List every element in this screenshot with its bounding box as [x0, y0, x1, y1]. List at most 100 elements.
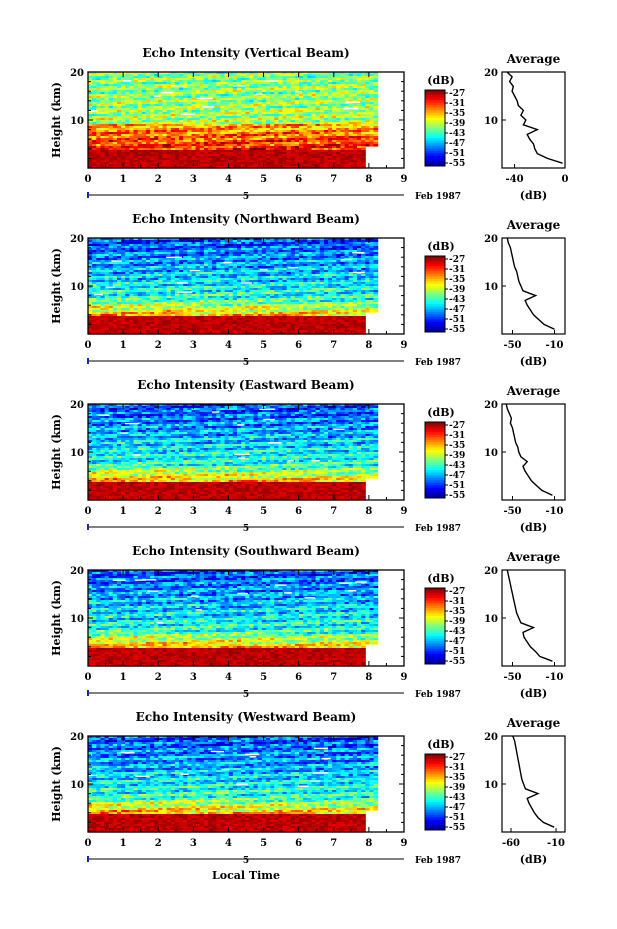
heatmap-cell — [253, 142, 259, 145]
heatmap-cell — [282, 128, 288, 131]
heatmap-cell — [216, 96, 221, 99]
heatmap-cell — [179, 88, 184, 91]
heatmap-cell — [315, 104, 321, 107]
heatmap-cell — [145, 112, 151, 115]
heatmap-cell — [286, 80, 292, 83]
heatmap-cell — [129, 138, 135, 141]
heatmap-cell — [170, 138, 176, 141]
heatmap-cell — [133, 104, 139, 107]
heatmap-cell — [249, 116, 255, 119]
heatmap-cell — [311, 94, 317, 97]
heatmap-cell — [150, 98, 155, 101]
heatmap-cell — [348, 82, 354, 85]
heatmap-cell — [265, 102, 271, 105]
heatmap-cell — [340, 72, 346, 75]
heatmap-cell — [245, 92, 250, 95]
heatmap-cell — [92, 86, 97, 89]
heatmap-cell — [344, 142, 350, 145]
heatmap — [88, 72, 379, 169]
heatmap-cell — [294, 106, 300, 109]
heatmap-cell — [220, 84, 226, 87]
heatmap-cell — [245, 120, 250, 123]
heatmap-cell — [199, 82, 205, 85]
heatmap-cell — [162, 80, 168, 83]
heatmap-cell — [278, 80, 284, 83]
heatmap-cell — [307, 94, 312, 97]
heatmap-cell — [311, 106, 317, 109]
heatmap-cell — [282, 94, 288, 97]
heatmap-cell — [228, 104, 234, 107]
heatmap-cell — [216, 126, 221, 129]
heatmap-cell — [191, 102, 197, 105]
heatmap-cell — [352, 106, 358, 109]
heatmap-cell — [303, 138, 308, 141]
heatmap-cell — [162, 110, 168, 113]
heatmap-cell — [340, 130, 346, 133]
heatmap-cell — [336, 110, 341, 113]
heatmap-cell — [332, 138, 337, 141]
heatmap-cell — [336, 116, 341, 119]
heatmap-cell — [150, 92, 155, 95]
heatmap-cell — [253, 140, 259, 143]
heatmap-cell — [117, 110, 122, 113]
heatmap-cell — [183, 72, 188, 75]
heatmap-cell — [237, 86, 242, 89]
heatmap-cell — [232, 106, 238, 109]
y-tick-label: 10 — [70, 116, 84, 127]
heatmap-cell — [170, 122, 176, 125]
heatmap-cell — [187, 144, 192, 147]
heatmap-cell — [166, 100, 172, 103]
heatmap-cell — [307, 108, 312, 111]
heatmap-cell — [307, 84, 312, 87]
heatmap-cell — [129, 132, 135, 135]
heatmap-cell — [117, 112, 122, 115]
heatmap-cell — [212, 138, 217, 141]
heatmap-cell — [145, 102, 151, 105]
heatmap-cell — [237, 128, 242, 131]
heatmap-cell — [208, 110, 213, 113]
heatmap-cell — [224, 116, 230, 119]
heatmap-cell — [121, 102, 126, 105]
heatmap-cell — [336, 124, 341, 127]
heatmap-cell — [92, 132, 97, 135]
heatmap-cell — [282, 106, 288, 109]
heatmap-cell — [141, 134, 147, 137]
heatmap-cell — [278, 96, 284, 99]
heatmap-cell — [311, 112, 317, 115]
heatmap-cell — [336, 134, 341, 137]
heatmap-cell — [183, 128, 188, 131]
heatmap-cell — [307, 120, 312, 123]
heatmap-cell — [191, 76, 197, 79]
heatmap-cell — [265, 136, 271, 139]
heatmap-cell — [361, 122, 366, 125]
heatmap-cell — [137, 98, 143, 101]
heatmap-cell — [357, 126, 362, 129]
heatmap-cell — [195, 132, 201, 135]
heatmap-cell — [348, 74, 354, 77]
heatmap-cell — [220, 136, 226, 139]
heatmap-cell — [241, 126, 246, 129]
heatmap-cell — [117, 126, 122, 129]
heatmap-cell — [183, 130, 188, 133]
heatmap-cell — [373, 108, 379, 111]
heatmap-cell — [187, 120, 192, 123]
heatmap-cell — [150, 84, 155, 87]
heatmap-cell — [199, 138, 205, 141]
heatmap-cell — [187, 86, 192, 89]
heatmap-cell — [203, 128, 209, 131]
heatmap-cell — [104, 96, 110, 99]
heatmap-cell — [125, 118, 130, 121]
heatmap-cell — [274, 124, 279, 127]
heatmap-cell — [265, 88, 271, 91]
heatmap-cell — [282, 90, 288, 93]
heatmap-cell — [145, 104, 151, 107]
heatmap-cell — [195, 116, 201, 119]
heatmap-cell — [96, 132, 101, 135]
heatmap-cell — [117, 122, 122, 125]
heatmap-cell — [208, 112, 213, 115]
heatmap-cell — [361, 114, 366, 117]
heatmap-cell — [212, 132, 217, 135]
heatmap-cell — [328, 94, 333, 97]
heatmap-cell — [96, 140, 101, 143]
heatmap-cell — [92, 134, 97, 137]
